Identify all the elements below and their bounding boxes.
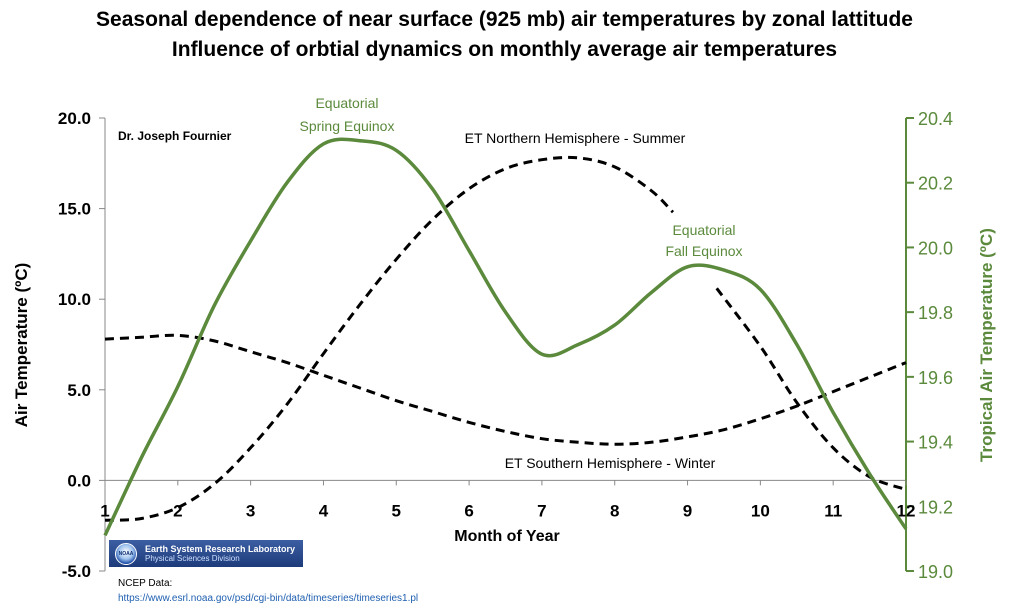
source-url-link[interactable]: https://www.esrl.noaa.gov/psd/cgi-bin/da… bbox=[118, 593, 419, 604]
y2-axis-title: Tropical Air Temperature (ºC) bbox=[977, 228, 996, 462]
y2-tick-label: 20.4 bbox=[918, 109, 953, 129]
annotation-sh-winter: ET Southern Hemisphere - Winter bbox=[505, 455, 716, 471]
axes: 20.015.010.05.00.0-5.020.420.220.019.819… bbox=[12, 109, 996, 582]
x-tick-label: 2 bbox=[173, 501, 182, 520]
x-tick-label: 5 bbox=[392, 501, 401, 520]
annotation-layer: Dr. Joseph Fournier Equatorial Spring Eq… bbox=[118, 95, 743, 471]
series-line-nh-summer bbox=[104, 155, 675, 522]
series-line-tropical bbox=[103, 137, 908, 537]
source-label: NCEP Data: bbox=[118, 578, 173, 589]
x-tick-label: 11 bbox=[824, 501, 842, 520]
x-tick-label: 3 bbox=[246, 501, 255, 520]
x-tick-label: 6 bbox=[464, 501, 473, 520]
noaa-badge-icon: NOAA bbox=[115, 542, 137, 565]
y2-tick-label: 19.8 bbox=[918, 303, 953, 323]
series-line-nh-summer bbox=[715, 287, 907, 491]
x-axis-title: Month of Year bbox=[454, 528, 560, 545]
y-tick-label: 20.0 bbox=[58, 109, 91, 128]
logo-subtitle: Physical Sciences Division bbox=[145, 553, 240, 563]
annotation-fall-2: Fall Equinox bbox=[665, 243, 742, 259]
x-tick-label: 8 bbox=[610, 501, 619, 520]
esrl-logo: NOAA Earth System Research Laboratory Ph… bbox=[109, 540, 303, 567]
y2-tick-label: 19.4 bbox=[918, 433, 953, 453]
y2-tick-label: 19.6 bbox=[918, 368, 953, 388]
y2-tick-label: 19.0 bbox=[918, 562, 953, 582]
y-axis-title: Air Temperature (ºC) bbox=[12, 263, 31, 428]
x-tick-label: 9 bbox=[683, 501, 692, 520]
x-tick-label: 1 bbox=[100, 501, 109, 520]
annotation-spring-2: Spring Equinox bbox=[300, 118, 395, 134]
series-layer bbox=[103, 137, 908, 537]
chart-title: Seasonal dependence of near surface (925… bbox=[96, 8, 913, 31]
x-tick-label: 12 bbox=[897, 501, 916, 520]
x-tick-label: 4 bbox=[319, 501, 329, 520]
y-tick-label: 5.0 bbox=[67, 381, 91, 400]
y2-tick-label: 20.0 bbox=[918, 238, 953, 258]
annotation-nh-summer: ET Northern Hemisphere - Summer bbox=[465, 130, 686, 146]
y-tick-label: 10.0 bbox=[58, 290, 91, 309]
x-tick-label: 7 bbox=[537, 501, 546, 520]
logo-title: Earth System Research Laboratory bbox=[145, 543, 296, 554]
y-tick-label: 15.0 bbox=[58, 200, 91, 219]
annotation-spring-1: Equatorial bbox=[315, 95, 378, 111]
x-tick-label: 10 bbox=[751, 501, 770, 520]
y2-tick-label: 20.2 bbox=[918, 174, 953, 194]
series-line-sh-winter bbox=[104, 333, 907, 446]
y-tick-label: 0.0 bbox=[67, 471, 91, 490]
y2-tick-label: 19.2 bbox=[918, 497, 953, 517]
chart-subtitle: Influence of orbtial dynamics on monthly… bbox=[171, 38, 838, 61]
author-label: Dr. Joseph Fournier bbox=[118, 129, 232, 143]
y-tick-label: -5.0 bbox=[62, 562, 91, 581]
annotation-fall-1: Equatorial bbox=[672, 222, 735, 238]
